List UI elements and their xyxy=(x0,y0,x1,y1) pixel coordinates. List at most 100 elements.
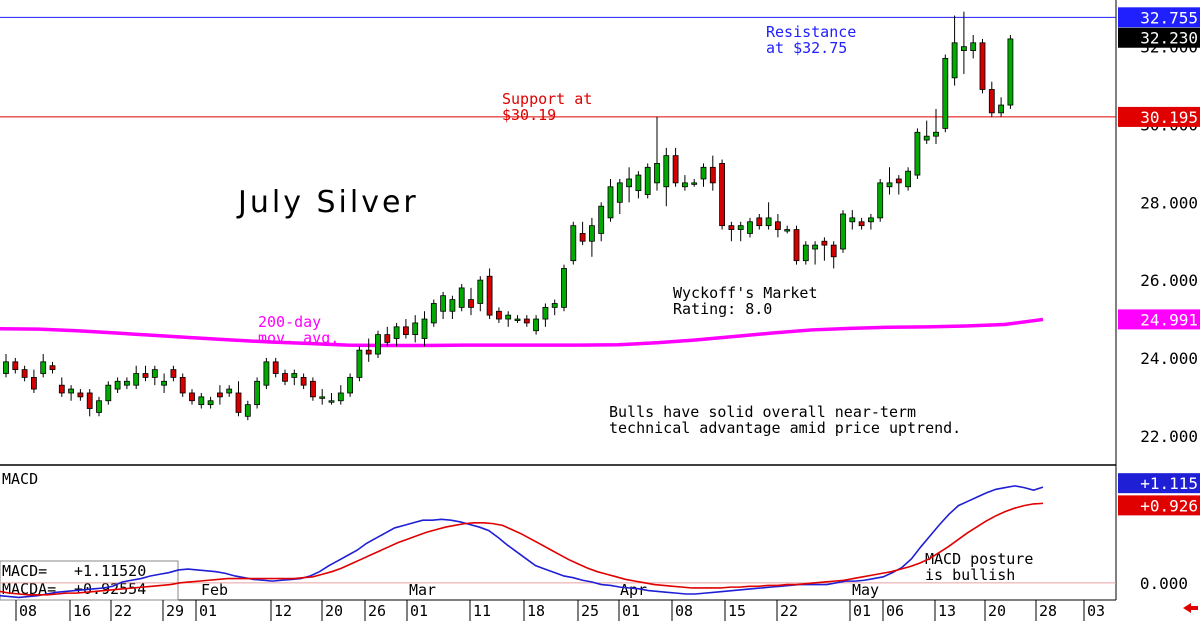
candle xyxy=(970,35,977,59)
resistance-price-tag-text: 32.755 xyxy=(1140,8,1198,27)
outlook-annotation-line-1: Bulls have solid overall near-term xyxy=(609,403,916,421)
candle xyxy=(505,311,512,327)
candle xyxy=(77,389,84,401)
candle xyxy=(747,217,753,238)
macd-annotation: MACD posture is bullish xyxy=(925,550,1033,584)
rating-annotation-line-1: Wyckoff's Market xyxy=(673,284,818,302)
candle xyxy=(142,365,149,382)
candle xyxy=(179,373,186,397)
day-tick-label: 25 xyxy=(581,602,599,620)
macd-value-tag-background xyxy=(1118,473,1200,494)
candle xyxy=(440,291,447,320)
candle xyxy=(849,210,856,230)
candle xyxy=(105,381,112,405)
day-tick-label: 20 xyxy=(325,602,343,620)
month-label-may: May xyxy=(852,581,879,599)
day-tick-label: 13 xyxy=(938,602,956,620)
candle xyxy=(207,396,214,409)
candle xyxy=(86,389,93,417)
day-tick-label: 22 xyxy=(780,602,798,620)
candle xyxy=(235,381,242,417)
day-tick-label: 01 xyxy=(199,602,217,620)
candle-body xyxy=(449,299,456,312)
candle-body xyxy=(589,225,595,242)
candle-body xyxy=(300,377,307,386)
candle-body xyxy=(124,380,130,386)
candle xyxy=(830,241,837,269)
support-annotation-line-2: $30.19 xyxy=(502,106,556,124)
candle-body xyxy=(384,334,391,343)
macda-value-tag-text: +0.926 xyxy=(1140,496,1198,515)
support-annotation-line-1: Support at xyxy=(502,90,592,108)
candle-body xyxy=(375,334,381,355)
candle-body xyxy=(347,377,354,394)
candle xyxy=(21,365,28,382)
candle-body xyxy=(216,392,223,398)
candle-body xyxy=(30,377,37,390)
candle xyxy=(765,202,772,230)
day-tick-label: 15 xyxy=(728,602,746,620)
candle-body xyxy=(877,182,884,219)
candle-body xyxy=(961,46,967,51)
last-price-tag-text: 32.230 xyxy=(1140,29,1198,48)
candle-body xyxy=(133,373,140,386)
outlook-annotation: Bulls have solid overall near-term techn… xyxy=(609,403,961,437)
candle-body xyxy=(942,57,949,129)
candle-body xyxy=(905,170,911,188)
candle-body xyxy=(802,244,809,262)
candle-body xyxy=(747,221,753,234)
day-tick-label: 26 xyxy=(368,602,386,620)
month-label-mar: Mar xyxy=(409,581,436,599)
candle xyxy=(644,163,651,199)
price-tick-label: 26.000 xyxy=(1140,271,1198,290)
candle xyxy=(607,178,614,222)
candle-body xyxy=(923,135,930,141)
day-tick-label: 06 xyxy=(886,602,904,620)
candle-body xyxy=(886,182,893,188)
candle-body xyxy=(784,229,791,232)
candle-body xyxy=(86,392,93,409)
candle-body xyxy=(356,349,363,378)
candle-body xyxy=(542,306,549,320)
candle xyxy=(216,385,223,405)
candle xyxy=(3,354,9,378)
macd-value-tag: +1.115 xyxy=(1118,473,1200,494)
candle-body xyxy=(337,392,344,402)
candle xyxy=(886,167,893,195)
ma200-price-tag-text: 24.991 xyxy=(1140,310,1198,329)
candle xyxy=(923,120,930,144)
resistance-annotation-line-1: Resistance xyxy=(766,23,856,41)
candle xyxy=(58,377,65,397)
candle-body xyxy=(830,244,837,258)
candle-body xyxy=(812,244,818,250)
candle xyxy=(375,330,381,358)
candle-body xyxy=(309,380,316,398)
candle xyxy=(384,326,391,347)
candle xyxy=(365,338,372,362)
candle xyxy=(449,295,456,320)
candle xyxy=(775,213,781,238)
candle-body xyxy=(551,303,558,308)
candle xyxy=(337,385,344,405)
candle xyxy=(114,377,121,393)
ma200-line xyxy=(0,317,1044,348)
candle-body xyxy=(430,303,437,324)
candle-body xyxy=(486,275,493,316)
candle xyxy=(682,175,688,191)
price-tick-label: 24.000 xyxy=(1140,349,1198,368)
candle-body xyxy=(914,131,921,176)
scroll-left-arrow-icon[interactable] xyxy=(1183,603,1198,613)
macd-legend-background xyxy=(0,560,179,601)
candle xyxy=(672,147,679,187)
macd-line xyxy=(0,485,1044,599)
day-tick-label: 16 xyxy=(73,602,91,620)
candle xyxy=(12,357,19,374)
candle-body xyxy=(319,396,326,399)
candle xyxy=(914,128,921,179)
day-tick-label: 29 xyxy=(166,602,184,620)
candle xyxy=(244,400,251,421)
candle-body xyxy=(440,295,447,312)
candle-body xyxy=(179,377,186,394)
candle-body xyxy=(468,299,474,308)
candle xyxy=(421,311,428,347)
